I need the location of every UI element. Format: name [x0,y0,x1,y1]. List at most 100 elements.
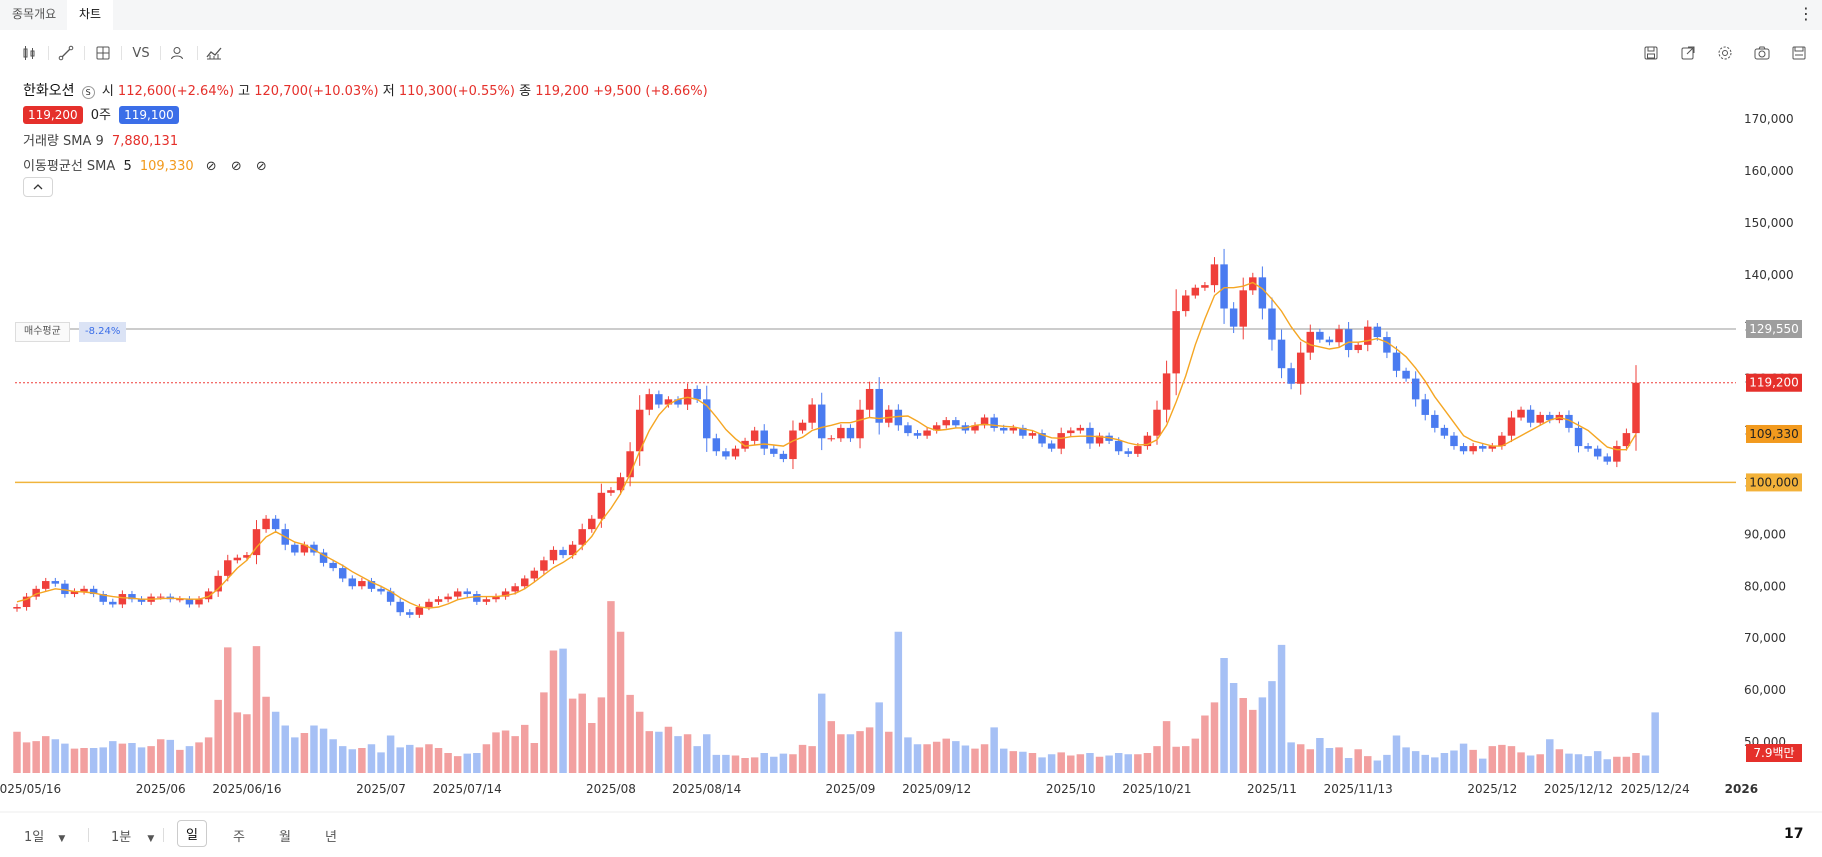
candle-body [635,409,644,452]
toolbar-divider [160,46,161,60]
camera-icon[interactable] [1751,42,1773,64]
candle-body [214,575,222,592]
volume-bar [712,754,721,773]
candle-body [329,562,337,569]
candle-body [406,612,414,615]
volume-bar [1047,754,1056,773]
candle-body [875,388,883,423]
interval-select[interactable]: 1일 ▼ [24,826,65,845]
user-icon[interactable] [166,42,188,64]
period-year[interactable]: 년 [325,830,337,845]
volume-bar [980,744,989,773]
compare-button[interactable]: VS [132,45,150,61]
collapse-legend-button[interactable] [23,177,53,197]
candle-body [913,433,922,436]
symbol-name[interactable]: 한화오션 [23,83,75,99]
period-week[interactable]: 주 [233,830,245,845]
candle-body [1526,409,1535,423]
open-label: 시 [101,84,114,99]
candle-body [722,451,730,457]
candle-body [779,453,788,460]
volume-bar [1086,753,1094,773]
volume-bar [425,744,433,773]
candle-body [453,591,462,597]
candle-body [999,427,1008,431]
volume-bar [1306,749,1315,773]
candle-body [70,591,79,595]
volume-bar [731,755,740,773]
volume-bar [588,723,596,773]
volume-bar [22,742,31,773]
candle-body [434,599,443,602]
volume-bar [492,732,500,773]
candle-body [741,440,749,449]
volume-bar [808,746,816,773]
eye-off-icon[interactable]: ⊘ [255,159,267,174]
volume-bar [827,721,836,773]
minute-select[interactable]: 1분 ▼ [111,826,154,845]
candle-body [990,417,998,428]
candle-body [1038,433,1046,444]
candle-body [1383,337,1391,353]
candle-body [80,588,88,592]
tab-overview[interactable]: 종목개요 [12,7,57,21]
more-options-icon[interactable]: ⋮ [1798,4,1814,23]
eye-off-icon[interactable]: ⊘ [230,159,242,174]
volume-bar [329,739,337,773]
bid-price-pill[interactable]: 119,200 [23,106,83,124]
candle-body [463,591,471,595]
volume-bar [770,756,778,773]
volume-bar [444,753,452,773]
eye-off-icon[interactable]: ⊘ [205,159,217,174]
layout-save-icon[interactable] [1788,42,1810,64]
volume-bar [473,753,481,773]
volume-value: 7,880,131 [111,134,179,149]
level-price-badge-bg [1746,473,1802,492]
candle-body [377,588,385,592]
save-icon[interactable] [1640,42,1662,64]
volume-bar [846,734,855,773]
volume-bar [520,724,529,773]
tab-chart[interactable]: 차트 [67,0,114,30]
volume-bar [885,731,893,773]
candle-body [1603,456,1611,462]
quantity-label: 0주 [90,108,111,123]
layout-grid-icon[interactable] [92,42,114,64]
candles-icon[interactable] [18,42,40,64]
candle-body [520,578,529,587]
period-month[interactable]: 월 [279,830,291,845]
candle-body [1536,414,1544,423]
volume-bar [626,694,634,773]
ask-price-pill[interactable]: 119,100 [119,106,179,124]
candle-body [1593,448,1602,457]
candle-body [856,409,864,439]
chevron-down-icon: ▼ [58,834,66,844]
indicators-icon[interactable] [203,42,225,64]
candle-body [89,588,98,595]
volume-bar [856,731,864,773]
candle-body [568,544,577,556]
y-tick-label: 150,000 [1744,216,1794,230]
popout-icon[interactable] [1677,42,1699,64]
candle-body [588,518,596,530]
candle-body [645,394,654,410]
volume-bar [616,631,625,773]
volume-bar [1038,757,1046,773]
candle-body [348,578,357,587]
toolbar-divider [121,46,122,60]
volume-bar [837,734,845,773]
volume-bar [1613,756,1621,773]
candle-body [1421,399,1429,415]
close-label: 종 [519,84,532,99]
volume-bar [319,728,328,773]
settings-icon[interactable] [1714,42,1736,64]
tradingview-logo: 17 [1784,826,1804,842]
volume-bar [942,738,950,773]
candle-body [1162,373,1171,410]
period-day[interactable]: 일 [177,820,207,847]
drawing-line-icon[interactable] [55,42,77,64]
ma-line [16,281,1637,609]
volume-bar [1488,746,1497,773]
volume-bar [99,747,107,773]
